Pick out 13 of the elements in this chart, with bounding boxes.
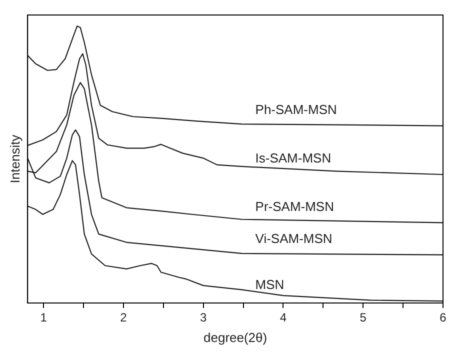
series-label: Ph-SAM-MSN	[255, 102, 337, 117]
series-label: Is-SAM-MSN	[255, 150, 332, 166]
x-tick-label: 3	[200, 310, 207, 325]
y-axis-title: Intensity	[7, 134, 22, 184]
x-tick-label: 5	[360, 310, 367, 325]
x-tick-label: 6	[440, 310, 447, 325]
series-label: Pr-SAM-MSN	[255, 198, 334, 214]
series-label: Vi-SAM-MSN	[255, 230, 332, 246]
x-tick-label: 4	[280, 310, 287, 325]
x-tick-label: 1	[40, 310, 48, 325]
x-axis-title: degree(2θ)	[203, 330, 268, 345]
x-tick-label: 2	[120, 310, 128, 325]
series-label: MSN	[255, 277, 284, 292]
